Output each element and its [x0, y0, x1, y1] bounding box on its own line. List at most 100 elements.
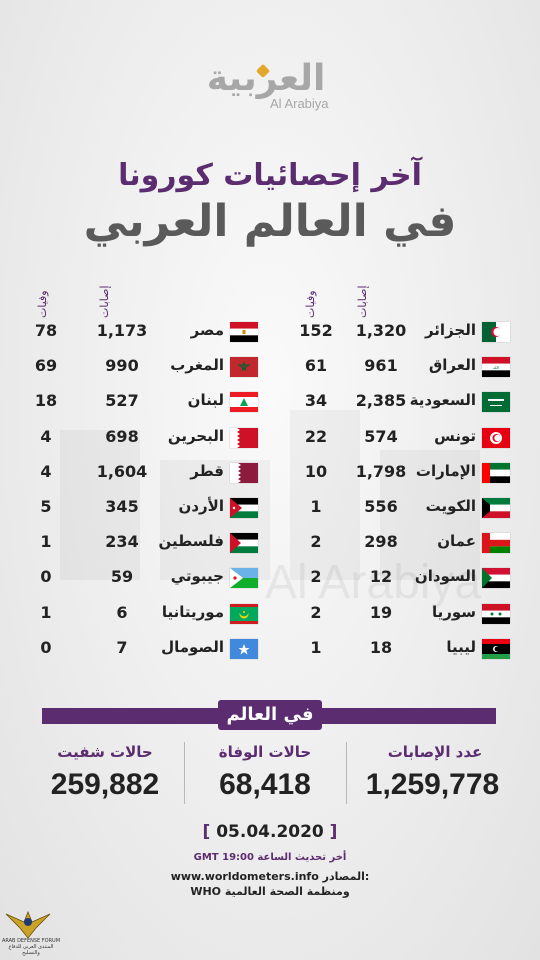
left-country-row: 1 234 فلسطين	[22, 529, 272, 557]
country-name: فلسطين	[158, 532, 224, 551]
country-name: موريتانيا	[161, 602, 224, 621]
country-cases: 698	[105, 426, 139, 446]
country-cases: 234	[105, 532, 139, 552]
kuwait-flag-icon	[482, 498, 510, 518]
sources-who: ومنظمة الصحة العالمية WHO	[190, 885, 350, 898]
country-cases: 1,604	[96, 461, 148, 481]
uae-flag-icon	[482, 462, 510, 483]
country-cases: 1,320	[355, 321, 407, 340]
saudi-flag-icon	[482, 392, 510, 413]
country-deaths: 4	[40, 426, 52, 446]
country-deaths: 0	[40, 637, 52, 657]
left-cases-header: إصابات	[98, 285, 111, 318]
right-country-row: 2 298 عمان	[286, 529, 516, 557]
country-deaths: 69	[34, 356, 58, 376]
date-bracket-open: [	[202, 822, 217, 842]
forum-text: ARAB DEFENSE FORUM المنتدى العربي للدفاع…	[0, 938, 62, 956]
mauritania-flag-icon	[230, 603, 258, 624]
world-cases-label: عدد الإصابات	[387, 743, 483, 761]
right-country-row: 2 19 سوريا	[286, 600, 516, 628]
left-country-row: 5 345 الأردن	[22, 494, 272, 522]
world-cases-value: 1,259,778	[365, 768, 500, 801]
left-country-row: 1 6 موريتانيا	[22, 600, 272, 628]
country-cases: 961	[364, 356, 398, 376]
left-country-row: 18 527 لبنان	[22, 388, 272, 416]
right-cases-header: إصابات	[356, 285, 369, 318]
title-line2: في العالم العربي	[83, 196, 457, 247]
country-cases: 19	[369, 602, 393, 622]
country-deaths: 78	[34, 321, 58, 340]
syria-flag-icon	[482, 603, 510, 624]
right-country-row: 2 12 السودان	[286, 564, 516, 592]
right-country-row: 10 1,798 الإمارات	[286, 459, 516, 487]
country-cases: 6	[116, 602, 128, 622]
country-cases: 574	[364, 426, 398, 446]
country-deaths: 5	[40, 497, 52, 516]
country-name: الكويت	[425, 497, 476, 515]
country-cases: 7	[116, 637, 128, 657]
country-name: عمان	[437, 532, 476, 551]
country-name: السعودية	[409, 391, 476, 410]
left-country-row: 69 990 المغرب	[22, 353, 272, 381]
country-cases: 556	[364, 497, 398, 516]
right-country-row: 61 961 العراق الله	[286, 353, 516, 381]
country-deaths: 1	[40, 602, 52, 622]
lebanon-flag-icon	[230, 392, 258, 413]
country-deaths: 22	[304, 426, 328, 446]
world-recovered-label: حالات شفيت	[57, 743, 153, 761]
country-deaths: 0	[40, 567, 52, 587]
qatar-flag-icon	[230, 462, 258, 483]
sudan-flag-icon	[482, 568, 510, 589]
country-name: الإمارات	[415, 461, 476, 480]
date-value: 05.04.2020	[216, 822, 324, 842]
morocco-flag-icon	[230, 357, 258, 378]
forum-title: ARAB DEFENSE FORUM	[1, 938, 61, 944]
country-deaths: 1	[310, 497, 322, 516]
country-name: الصومال	[161, 637, 224, 656]
country-name: تونس	[434, 426, 476, 445]
libya-flag-icon	[482, 638, 510, 659]
country-deaths: 2	[310, 532, 322, 552]
algeria-flag-icon	[482, 322, 510, 342]
right-country-row: 152 1,320 الجزائر	[286, 318, 516, 346]
country-cases: 527	[105, 391, 139, 411]
left-country-row: 4 698 البحرين	[22, 424, 272, 452]
sources-block: www.worldometers.info المصادر: ومنظمة ال…	[150, 870, 390, 898]
egypt-flag-icon	[230, 322, 258, 342]
country-cases: 2,385	[355, 391, 407, 411]
country-cases: 12	[369, 567, 393, 587]
left-country-row: 4 1,604 قطر	[22, 459, 272, 487]
country-name: البحرين	[167, 426, 224, 445]
somalia-flag-icon	[230, 638, 258, 659]
country-deaths: 152	[299, 321, 333, 340]
country-name: لبنان	[187, 391, 224, 410]
oman-flag-icon	[482, 533, 510, 554]
world-deaths-value: 68,418	[219, 768, 311, 801]
left-country-row: 78 1,173 مصر	[22, 318, 272, 346]
country-deaths: 10	[304, 461, 328, 481]
svg-text:الله: الله	[493, 365, 499, 370]
brand-logo-arabic: العربية	[206, 58, 327, 99]
country-cases: 59	[110, 567, 134, 587]
country-name: المغرب	[170, 356, 224, 375]
forum-logo	[4, 908, 52, 956]
country-cases: 1,173	[96, 321, 148, 340]
world-banner-label: في العالم	[218, 700, 322, 730]
country-cases: 990	[105, 356, 139, 376]
country-cases: 345	[105, 497, 139, 516]
date-display: [ 05.04.2020 ]	[0, 822, 540, 842]
country-deaths: 34	[304, 391, 328, 411]
stat-divider-right	[346, 742, 347, 804]
country-name: جيبوتي	[170, 567, 224, 586]
country-deaths: 1	[310, 637, 322, 657]
country-name: العراق	[428, 356, 476, 375]
left-country-row: 0 59 جيبوتي	[22, 564, 272, 592]
world-deaths-label: حالات الوفاة	[218, 743, 312, 761]
country-deaths: 4	[40, 461, 52, 481]
country-deaths: 2	[310, 602, 322, 622]
left-deaths-header: وفيات	[36, 290, 49, 318]
world-recovered-value: 259,882	[50, 768, 160, 801]
djibouti-flag-icon	[230, 568, 258, 589]
country-cases: 298	[364, 532, 398, 552]
stat-divider-left	[184, 742, 185, 804]
